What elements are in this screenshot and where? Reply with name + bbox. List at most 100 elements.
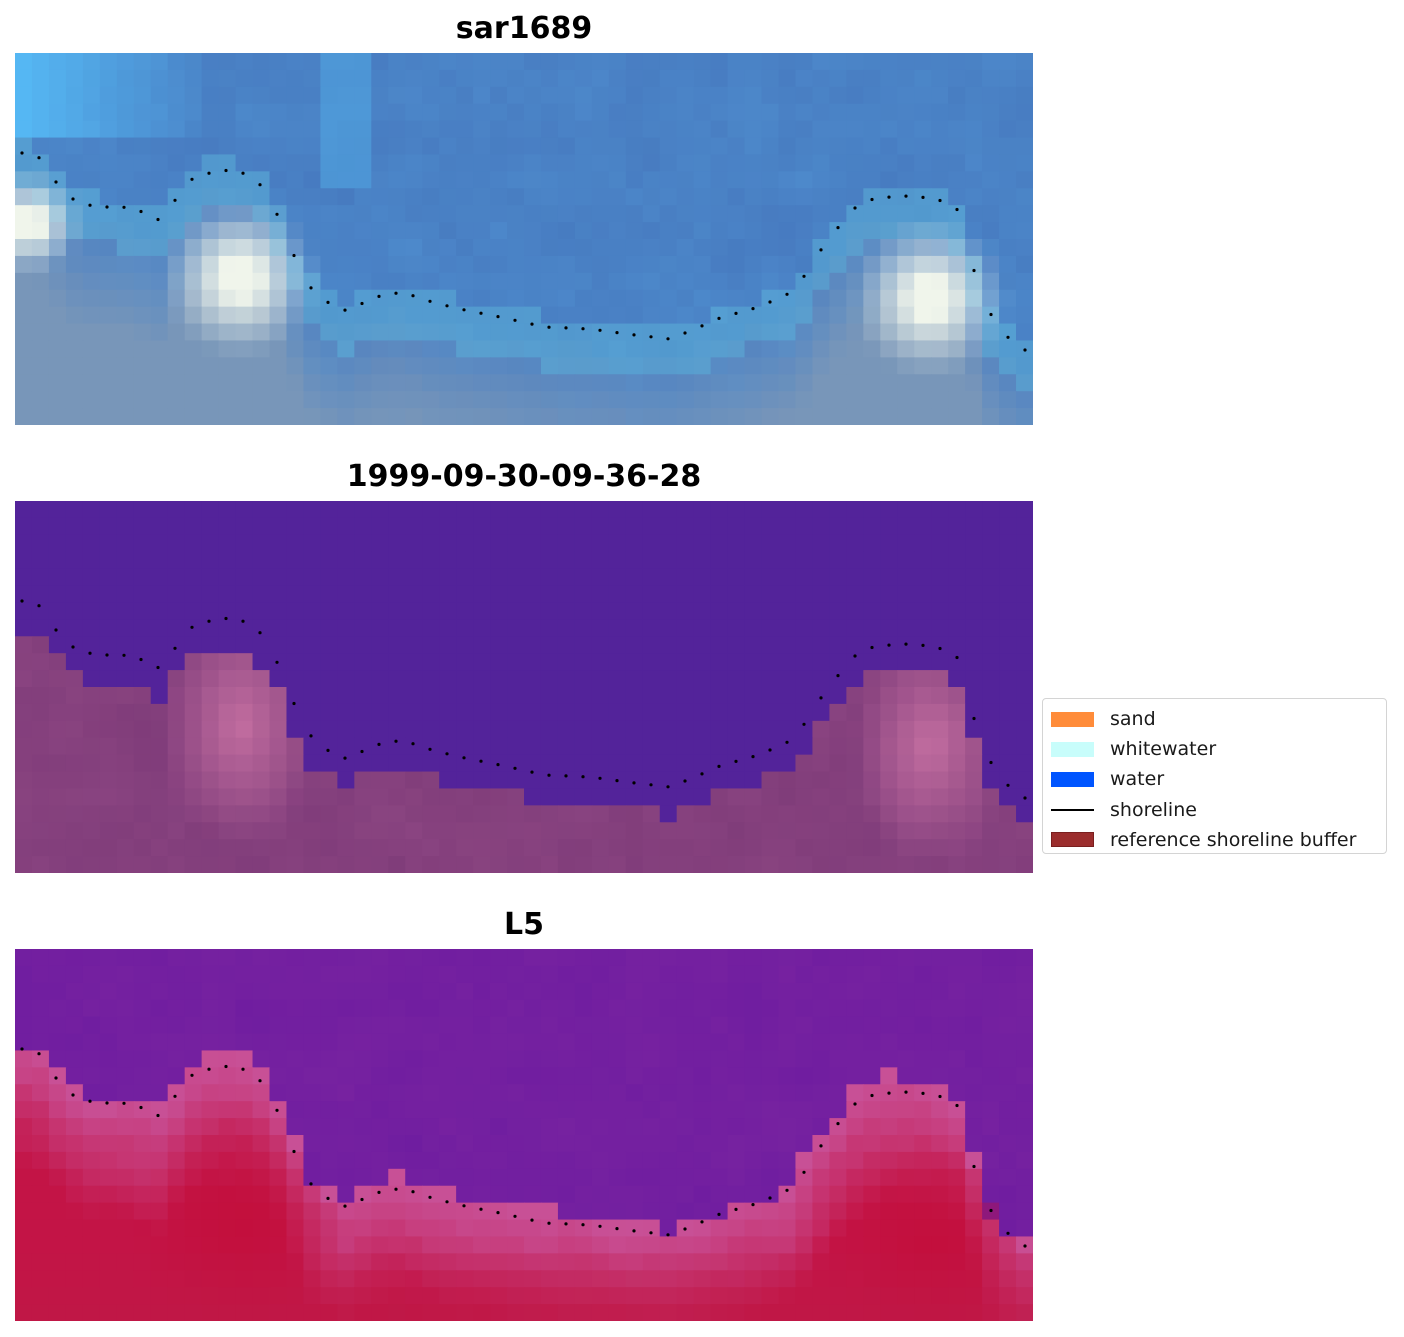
legend-swatch-sand [1051,711,1094,727]
shoreline-dot [309,286,313,290]
shoreline-dot [989,312,993,317]
shoreline-dot [666,1233,670,1237]
shoreline-dot [972,1164,976,1169]
shoreline-dot [836,1122,840,1126]
legend-item-whitewater: whitewater [1051,734,1386,764]
shoreline-dot [972,716,976,721]
shoreline-dot [734,1207,738,1211]
shoreline-dot [717,764,721,768]
shoreline-dot [394,739,398,743]
shoreline-dots-index [20,1047,1027,1248]
shoreline-dot [700,1220,704,1224]
shoreline-dot [615,1227,619,1231]
shoreline-dot [71,197,75,201]
legend-label-water: water [1110,768,1165,791]
legend-label-shoreline: shoreline [1110,798,1197,821]
shoreline-dot [20,1047,24,1051]
shoreline-dot [683,1227,687,1231]
shoreline-dot [394,291,398,295]
index-image [15,949,1033,1321]
shoreline-dot [1006,335,1010,339]
shoreline-dot [513,318,517,322]
shoreline-dot [37,1052,41,1056]
shoreline-dot [666,337,670,341]
shoreline-dot [564,1222,568,1226]
legend-swatch-whitewater [1051,741,1094,757]
shoreline-dot [37,156,41,160]
shoreline-dot [615,779,619,783]
shoreline-dot [343,1204,347,1208]
shoreline-dot [598,776,602,780]
shoreline-dot [275,660,279,664]
shoreline-dot [292,701,296,706]
shoreline-dot [530,770,534,774]
rgb-image [15,53,1033,425]
shoreline-dot [54,1076,58,1080]
shoreline-dot [887,1091,891,1095]
shoreline-dot [921,1091,925,1095]
shoreline-dot [445,1200,449,1204]
shoreline-dot [496,1211,500,1215]
shoreline-dot [564,326,568,330]
shoreline-dot [54,180,58,184]
shoreline-dot [547,1221,551,1225]
legend-item-sand: sand [1051,704,1386,734]
shoreline-dot [1023,1244,1027,1248]
shoreline-dot [411,742,415,746]
shoreline-dot [547,325,551,329]
shoreline-dot [479,759,483,763]
shoreline-dot [190,1073,194,1077]
shoreline-dot [530,1218,534,1222]
shoreline-dot [207,1067,211,1071]
shoreline-dot [666,785,670,789]
shoreline-dot [581,327,585,331]
shoreline-dot [360,749,364,754]
classified-image [15,501,1033,873]
shoreline-dot [377,1190,381,1194]
shoreline-dot [496,763,500,767]
shoreline-dot [802,274,806,278]
shoreline-dot [309,734,313,738]
shoreline-dot [88,651,92,655]
shoreline-dot [428,747,432,751]
legend-item-reference-buffer: reference shoreline buffer [1051,825,1386,855]
shoreline-dot [241,619,245,623]
shoreline-dot [870,1093,874,1098]
shoreline-dot [547,773,551,777]
shoreline-dot [785,740,789,744]
shoreline-dot [581,775,585,779]
shoreline-dot [632,1229,636,1233]
shoreline-dot [122,653,126,657]
panel-title-classified: 1999-09-30-09-36-28 [346,459,702,494]
shoreline-dot [683,331,687,335]
shoreline-dot [836,226,840,230]
shoreline-dot [938,646,942,651]
legend: sand whitewater water shoreline referenc… [1042,698,1387,854]
legend-swatch-water [1051,771,1094,787]
shoreline-dot [54,628,58,632]
shoreline-dot [173,198,177,202]
shoreline-dot [377,294,381,298]
shoreline-dot [887,643,891,647]
shoreline-dot [258,1079,262,1083]
shoreline-dot [938,1094,942,1099]
shoreline-dot [921,195,925,199]
legend-label-reference-buffer: reference shoreline buffer [1110,828,1357,851]
shoreline-dot [360,1197,364,1202]
legend-label-sand: sand [1110,708,1156,731]
shoreline-dot [275,1108,279,1112]
classified-pixel-grid [15,501,1033,873]
shoreline-dot [751,307,755,311]
shoreline-dot [887,195,891,199]
shoreline-dot [819,248,823,252]
shoreline-dot [513,1214,517,1218]
shoreline-dot [37,604,41,608]
shoreline-dot [462,756,466,760]
shoreline-dot [1006,783,1010,787]
classified-image-panel [15,501,1033,873]
shoreline-dot [224,616,228,621]
shoreline-dot [989,760,993,765]
shoreline-dot [207,619,211,623]
shoreline-dot [173,646,177,650]
shoreline-dot [598,328,602,332]
